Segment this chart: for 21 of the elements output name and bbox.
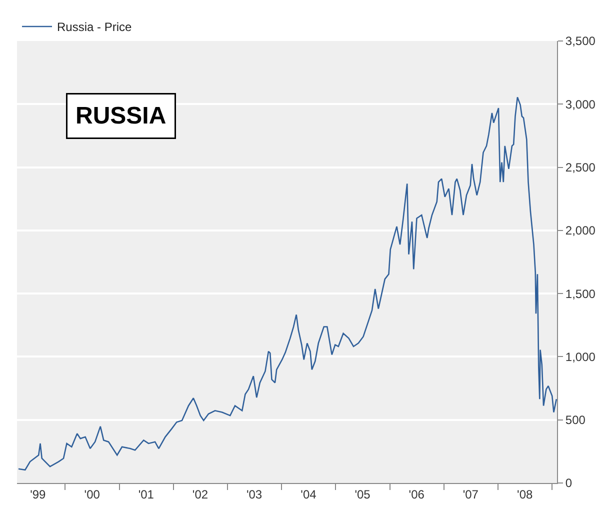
x-tick-label: '08	[517, 487, 534, 502]
x-tick-label: '00	[84, 487, 100, 502]
y-tick-label: 3,500	[565, 34, 596, 48]
y-tick-label: 2,000	[565, 224, 596, 238]
x-tick-label: '01	[138, 487, 154, 502]
y-tick-label: 0	[565, 476, 572, 490]
x-tick-label: '06	[408, 487, 425, 502]
y-tick-label: 3,000	[565, 97, 596, 112]
x-tick-label: '03	[246, 487, 262, 502]
y-tick-label: 1,000	[565, 350, 596, 364]
text: RUSSIA	[76, 102, 166, 130]
y-tick-label: 1,500	[565, 286, 596, 301]
y-tick-label: 2,500	[565, 160, 596, 174]
legend-label: Russia - Price	[57, 20, 132, 34]
x-tick-label: '02	[192, 487, 208, 502]
x-tick-label: '99	[30, 487, 46, 502]
line-series	[18, 96, 557, 471]
y-tick-label: 500	[565, 413, 586, 428]
x-tick-label: '04	[300, 487, 317, 502]
x-tick-label: '05	[354, 487, 371, 502]
x-tick-label: '07	[462, 487, 479, 502]
